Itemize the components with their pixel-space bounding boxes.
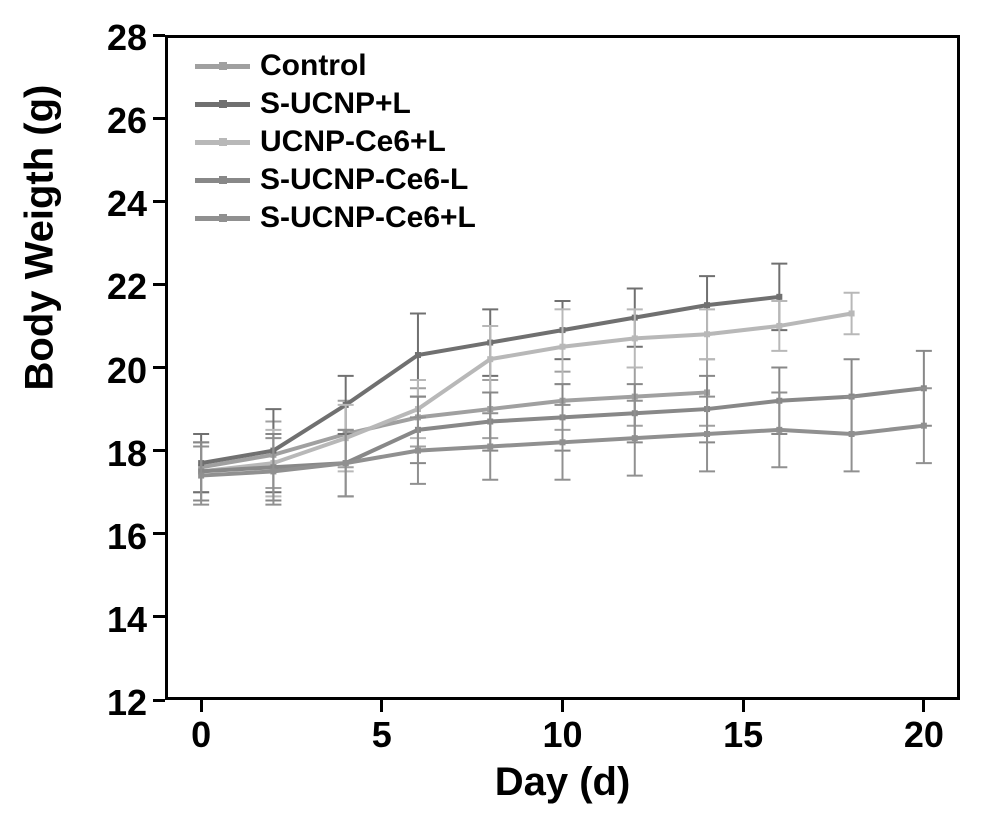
y-tick-label: 24	[107, 183, 147, 225]
series-marker	[198, 473, 204, 479]
series-marker	[270, 468, 276, 474]
x-tick-mark	[380, 700, 383, 712]
series-marker	[704, 302, 710, 308]
x-tick-mark	[561, 700, 564, 712]
legend-marker	[219, 100, 227, 108]
plot-svg	[0, 0, 1000, 828]
y-tick-mark	[153, 532, 165, 535]
x-tick-mark	[742, 700, 745, 712]
x-tick-label: 0	[171, 714, 231, 756]
legend-marker	[219, 138, 227, 146]
legend: Control S-UCNP+L UCNP-Ce6+L S-UCNP-Ce6-L S-U…	[195, 48, 476, 238]
series-marker	[776, 427, 782, 433]
y-tick-label: 20	[107, 350, 147, 392]
x-tick-label: 10	[533, 714, 593, 756]
legend-item: S-UCNP+L	[195, 86, 476, 122]
y-tick-mark	[153, 449, 165, 452]
legend-item: UCNP-Ce6+L	[195, 124, 476, 160]
y-tick-mark	[153, 200, 165, 203]
legend-marker	[219, 62, 227, 70]
series-marker	[776, 323, 782, 329]
x-axis-label: Day (d)	[165, 760, 960, 805]
legend-text: Control	[260, 49, 367, 83]
series-marker	[343, 460, 349, 466]
x-tick-mark	[922, 700, 925, 712]
y-tick-mark	[153, 117, 165, 120]
series-marker	[849, 431, 855, 437]
y-tick-label: 12	[107, 682, 147, 724]
y-tick-label: 28	[107, 17, 147, 59]
legend-item: Control	[195, 48, 476, 84]
y-tick-label: 22	[107, 266, 147, 308]
x-tick-mark	[200, 700, 203, 712]
x-tick-label: 20	[894, 714, 954, 756]
legend-marker	[219, 214, 227, 222]
legend-line	[195, 102, 250, 107]
series-marker	[849, 310, 855, 316]
y-tick-mark	[153, 699, 165, 702]
legend-item: S-UCNP-Ce6-L	[195, 162, 476, 198]
y-tick-mark	[153, 366, 165, 369]
series-marker	[415, 448, 421, 454]
series-marker	[704, 431, 710, 437]
series-marker	[560, 344, 566, 350]
x-tick-label: 15	[713, 714, 773, 756]
legend-text: S-UCNP-Ce6-L	[260, 163, 468, 197]
series-marker	[632, 335, 638, 341]
y-tick-label: 26	[107, 100, 147, 142]
chart-container: Body Weigth (g) Day (d) Control S-UCNP+L U…	[0, 0, 1000, 828]
series-marker	[415, 352, 421, 358]
y-tick-label: 14	[107, 599, 147, 641]
series-marker	[776, 294, 782, 300]
series-marker	[487, 443, 493, 449]
y-tick-mark	[153, 615, 165, 618]
series-marker	[704, 331, 710, 337]
y-axis-label: Body Weigth (g)	[18, 350, 63, 390]
y-tick-label: 16	[107, 516, 147, 558]
legend-marker	[219, 176, 227, 184]
series-marker	[632, 435, 638, 441]
y-tick-mark	[153, 34, 165, 37]
legend-line	[195, 216, 250, 221]
y-tick-label: 18	[107, 433, 147, 475]
legend-text: S-UCNP-Ce6+L	[260, 201, 476, 235]
legend-text: UCNP-Ce6+L	[260, 125, 446, 159]
y-tick-mark	[153, 283, 165, 286]
legend-line	[195, 64, 250, 69]
legend-item: S-UCNP-Ce6+L	[195, 200, 476, 236]
series-marker	[487, 356, 493, 362]
series-marker	[560, 439, 566, 445]
legend-line	[195, 140, 250, 145]
series-marker	[921, 423, 927, 429]
legend-text: S-UCNP+L	[260, 87, 411, 121]
x-tick-label: 5	[352, 714, 412, 756]
legend-line	[195, 178, 250, 183]
